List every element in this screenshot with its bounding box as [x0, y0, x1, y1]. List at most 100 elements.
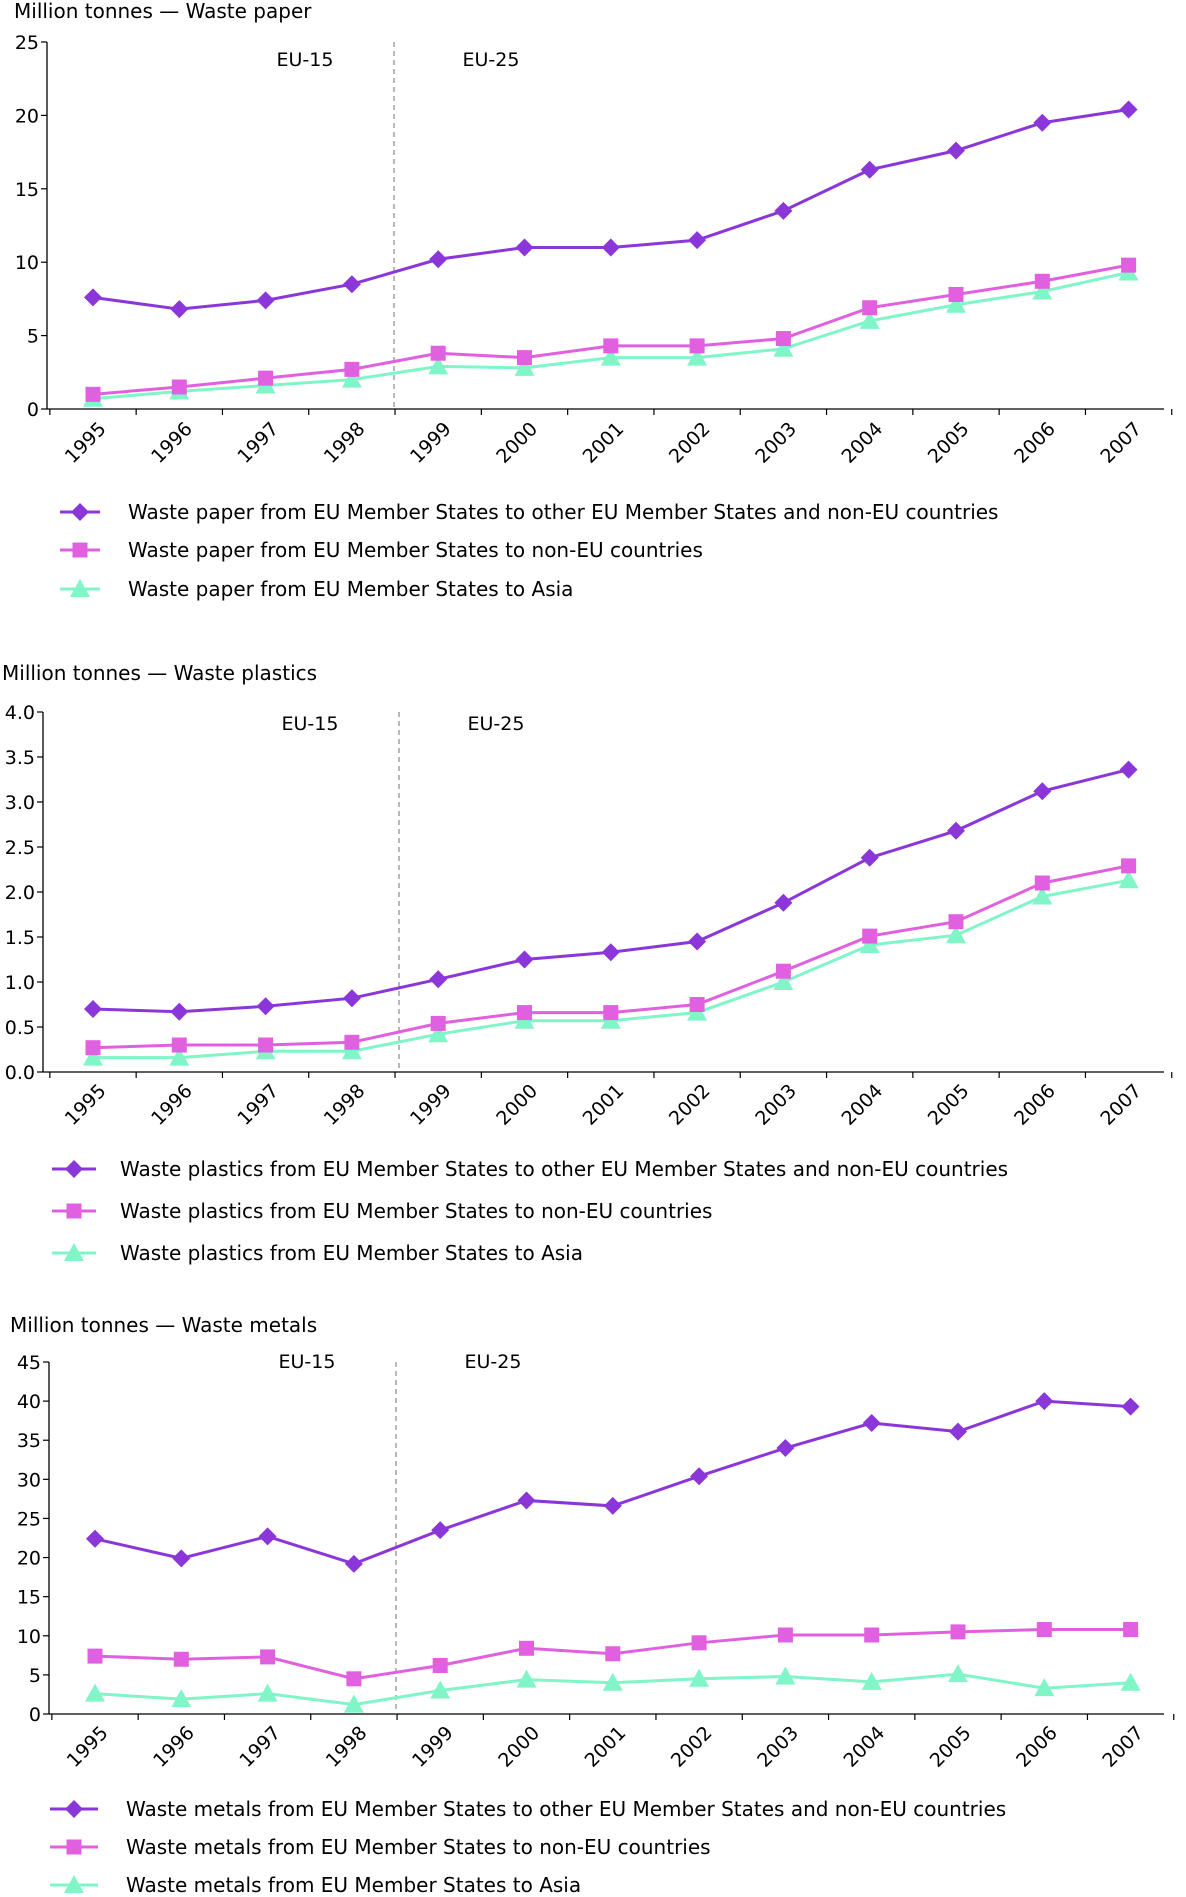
y-tick-label: 2.5 [5, 837, 35, 859]
data-point [1121, 858, 1137, 874]
chart-title: Million tonnes — Waste plastics [2, 661, 317, 685]
legend-marker [70, 579, 90, 597]
data-point [859, 935, 880, 954]
data-point [1034, 1678, 1055, 1697]
x-tick-label: 1998 [322, 1722, 372, 1772]
x-tick-label: 1998 [320, 418, 370, 468]
data-point [84, 1000, 102, 1018]
x-tick-label: 2001 [579, 1080, 629, 1130]
x-tick-label: 2000 [492, 418, 542, 468]
legend-marker [66, 1839, 82, 1855]
y-tick-label: 1.0 [5, 972, 35, 994]
data-point [861, 1671, 882, 1690]
data-point [688, 932, 707, 951]
data-point [1032, 281, 1053, 300]
y-tick-label: 40 [17, 1391, 41, 1413]
y-tick-label: 3.0 [5, 792, 35, 814]
data-point [689, 997, 705, 1012]
data-point [514, 357, 535, 376]
data-point [948, 914, 964, 930]
series-line [93, 878, 1129, 1060]
data-point [85, 1040, 101, 1056]
x-tick-label: 2000 [494, 1722, 544, 1772]
data-point [344, 1034, 360, 1050]
data-point [776, 1439, 795, 1458]
data-point [864, 1627, 880, 1643]
region-label-eu25: EU-25 [463, 49, 520, 71]
x-tick-label: 2005 [926, 1722, 976, 1772]
data-point [949, 1422, 967, 1441]
x-tick-label: 1997 [235, 1722, 285, 1772]
x-tick-label: 2007 [1096, 418, 1146, 468]
data-point [258, 1037, 274, 1053]
y-tick-label: 0 [29, 1704, 41, 1726]
data-point [775, 1666, 796, 1685]
data-point [170, 300, 189, 319]
data-point [173, 1651, 189, 1667]
data-point [688, 231, 707, 250]
legend-label: Waste paper from EU Member States to oth… [128, 500, 998, 524]
data-point [169, 1047, 190, 1066]
region-label-eu15: EU-15 [279, 1351, 336, 1373]
data-point [1033, 782, 1052, 801]
data-point [515, 238, 534, 257]
x-tick-label: 1995 [61, 1080, 111, 1130]
data-point [515, 950, 534, 969]
y-tick-label: 45 [17, 1352, 41, 1374]
data-point [432, 1658, 448, 1674]
data-point [428, 1024, 449, 1043]
data-point [860, 160, 879, 179]
data-point [1123, 1622, 1139, 1638]
data-point [1121, 1397, 1140, 1416]
data-point [603, 1005, 619, 1021]
y-tick-label: 35 [17, 1430, 41, 1452]
y-tick-label: 30 [17, 1469, 41, 1491]
y-tick-label: 2.0 [5, 882, 35, 904]
legend-label: Waste plastics from EU Member States to … [120, 1199, 712, 1223]
x-tick-label: 2003 [753, 1722, 803, 1772]
x-tick-label: 1999 [406, 1080, 456, 1130]
x-tick-label: 1996 [147, 1080, 197, 1130]
data-point [346, 1671, 362, 1687]
data-point [1118, 870, 1139, 889]
x-tick-label: 1995 [61, 418, 111, 468]
x-tick-label: 2000 [492, 1080, 542, 1130]
chart-title: Million tonnes — Waste paper [14, 0, 312, 23]
data-point [947, 821, 965, 840]
data-point [257, 1683, 278, 1702]
data-point [83, 1047, 103, 1066]
data-point [84, 288, 102, 307]
data-point [1033, 113, 1052, 132]
region-label-eu15: EU-15 [277, 49, 334, 71]
data-point [256, 291, 275, 310]
y-tick-label: 5 [27, 326, 39, 348]
data-point [170, 1002, 189, 1021]
chart-1: Million tonnes — Waste paper 0 5 10 15 20 25 19… [14, 0, 1173, 601]
series-line [92, 108, 1129, 311]
data-point [517, 350, 532, 366]
data-point [517, 1005, 532, 1021]
data-point [775, 963, 791, 979]
chart-3: Million tonnes — Waste metals 0 5 10 15 20 25 3… [10, 1313, 1175, 1897]
x-tick-label: 2003 [751, 418, 801, 468]
data-point [948, 1664, 968, 1683]
data-point [171, 379, 187, 395]
series-line [92, 768, 1129, 1014]
data-point [342, 275, 361, 294]
legend-label: Waste metals from EU Member States to no… [126, 1835, 711, 1859]
data-point [774, 201, 793, 220]
data-point [950, 1624, 966, 1640]
y-tick-label: 1.5 [5, 927, 35, 949]
data-point [690, 1467, 709, 1486]
data-point [1119, 760, 1138, 779]
data-point [258, 370, 274, 386]
x-tick-label: 2001 [581, 1722, 631, 1772]
data-point [516, 1669, 537, 1688]
x-tick-label: 2001 [579, 418, 629, 468]
data-point [1036, 1622, 1052, 1638]
data-point [775, 331, 791, 347]
data-point [172, 1549, 191, 1568]
data-point [774, 893, 793, 912]
x-tick-label: 1996 [147, 418, 197, 468]
data-point [946, 925, 966, 944]
